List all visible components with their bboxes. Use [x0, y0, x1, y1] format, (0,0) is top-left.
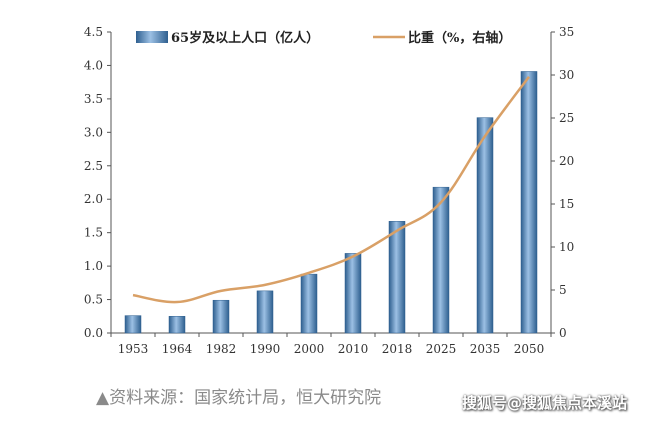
bar-2018: [389, 221, 405, 333]
x-tick-label: 2035: [470, 342, 501, 356]
y-left-tick-label: 3.5: [84, 92, 103, 106]
bar-1982: [213, 300, 229, 333]
y-left-tick-label: 4.5: [84, 25, 103, 39]
x-tick-label: 1990: [250, 342, 281, 356]
x-tick-label: 2010: [338, 342, 369, 356]
y-left-tick-label: 3.0: [84, 125, 103, 139]
x-tick-label: 1964: [162, 342, 193, 356]
y-left-tick-label: 2.0: [84, 192, 103, 206]
y-left-tick-label: 0.0: [84, 326, 103, 340]
y-right-tick-label: 0: [559, 326, 567, 340]
y-right-tick-label: 10: [559, 240, 574, 254]
y-left-tick-label: 1.5: [84, 226, 103, 240]
bar-2010: [345, 253, 361, 333]
bar-2050: [521, 71, 537, 333]
bar-1953: [125, 316, 141, 333]
bar-2000: [301, 274, 317, 333]
x-tick-label: 1982: [206, 342, 237, 356]
x-tick-label: 1953: [118, 342, 149, 356]
y-left-tick-label: 1.0: [84, 259, 103, 273]
legend-bar-swatch: [136, 31, 168, 43]
y-left-tick-label: 0.5: [84, 293, 103, 307]
y-left-tick-label: 4.0: [84, 58, 103, 72]
x-tick-label: 2018: [382, 342, 413, 356]
bar-1964: [169, 316, 185, 333]
x-tick-label: 2000: [294, 342, 325, 356]
bar-1990: [257, 291, 273, 333]
source-note: ▲资料来源：国家统计局，恒大研究院: [96, 383, 381, 408]
y-left-tick-label: 2.5: [84, 159, 103, 173]
y-right-tick-label: 15: [559, 197, 574, 211]
y-right-tick-label: 35: [559, 25, 574, 39]
y-right-tick-label: 30: [559, 68, 574, 82]
watermark: 搜狐号@搜狐焦点本溪站: [462, 392, 627, 413]
x-tick-label: 2050: [514, 342, 545, 356]
y-right-tick-label: 20: [559, 154, 574, 168]
bar-2035: [477, 118, 493, 333]
legend-bar-label: 65岁及以上人口（亿人）: [171, 30, 319, 46]
x-tick-label: 2025: [426, 342, 457, 356]
ratio-line: [133, 77, 529, 302]
y-right-tick-label: 25: [559, 111, 574, 125]
y-right-tick-label: 5: [559, 283, 567, 297]
legend-line-label: 比重（%，右轴）: [408, 30, 511, 46]
